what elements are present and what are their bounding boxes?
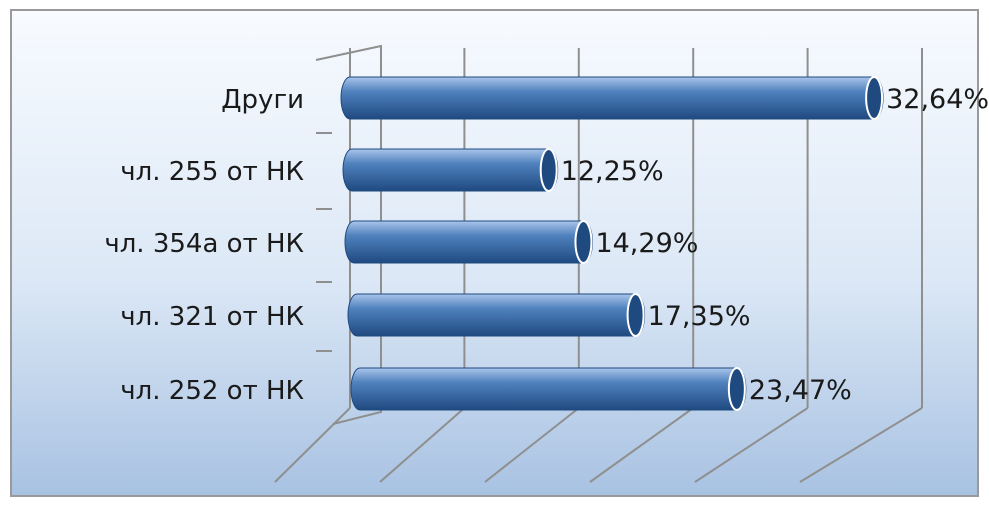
floor-gridline-4 [694,407,809,483]
bar-1 [342,148,559,192]
category-label-3: чл. 321 от НК [120,302,304,332]
category-label-0: Други [221,85,304,115]
bar-2 [344,220,593,264]
floor-gridline-1 [379,407,466,483]
category-label-2: чл. 354а от НК [104,229,304,259]
bar-cap-3 [626,293,645,337]
floor-gridline-2 [484,407,580,483]
bar-cap-0 [865,76,884,120]
floor-gridline-5 [799,407,923,483]
floor-gridline-3 [589,407,694,483]
bar-4 [350,367,747,411]
data-label-2: 14,29% [595,228,698,259]
labels: 32,64% Други 12,25% чл. 255 от НК 14,29% чл. … [104,84,989,406]
bars [340,76,884,411]
data-label-1: 12,25% [561,156,664,187]
data-label-4: 23,47% [749,375,852,406]
bar-cap-4 [727,367,746,411]
floor-gridline-0 [274,407,351,483]
category-label-1: чл. 255 от НК [120,157,304,187]
data-label-0: 32,64% [886,84,989,115]
bar-3 [347,293,646,337]
bar-cap-2 [574,220,593,264]
bar-0 [340,76,884,120]
chart-frame-border [10,9,979,497]
bar-cap-1 [539,148,558,192]
category-label-4: чл. 252 от НК [120,376,304,406]
data-label-3: 17,35% [648,301,751,332]
